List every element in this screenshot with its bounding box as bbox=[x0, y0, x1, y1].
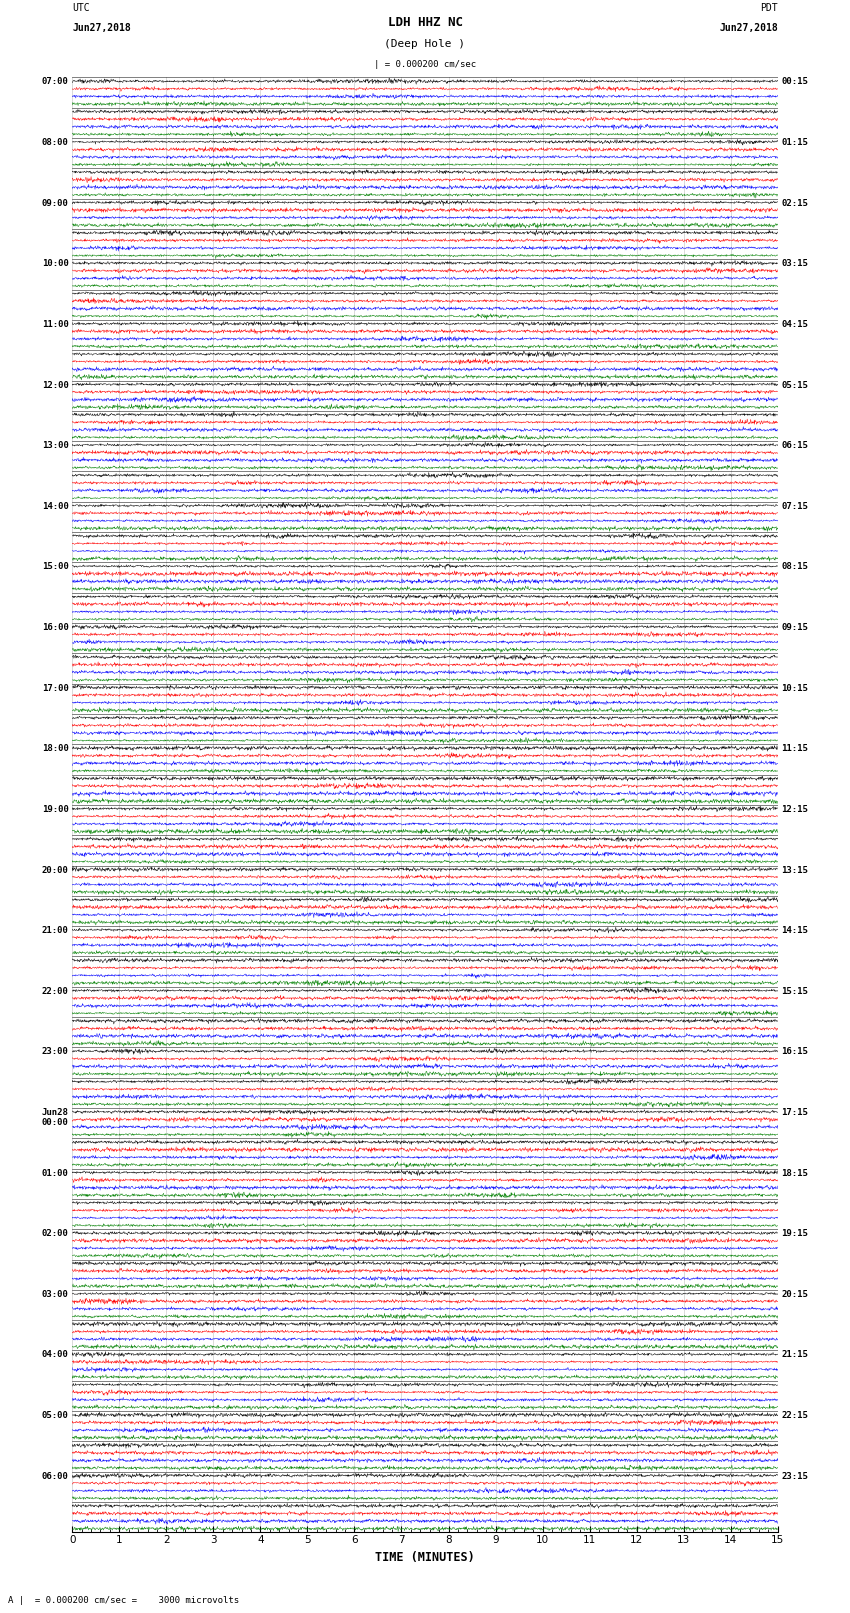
Text: 12:15: 12:15 bbox=[781, 805, 808, 815]
Text: 09:00: 09:00 bbox=[42, 198, 69, 208]
Text: 19:15: 19:15 bbox=[781, 1229, 808, 1239]
Text: 02:00: 02:00 bbox=[42, 1229, 69, 1239]
Text: 17:15: 17:15 bbox=[781, 1108, 808, 1116]
Text: 14:15: 14:15 bbox=[781, 926, 808, 936]
Text: 08:15: 08:15 bbox=[781, 563, 808, 571]
Text: 05:00: 05:00 bbox=[42, 1411, 69, 1419]
Text: UTC: UTC bbox=[72, 3, 90, 13]
Text: 03:00: 03:00 bbox=[42, 1290, 69, 1298]
Text: 00:15: 00:15 bbox=[781, 77, 808, 87]
Text: 01:15: 01:15 bbox=[781, 139, 808, 147]
Text: 11:15: 11:15 bbox=[781, 744, 808, 753]
Text: 10:15: 10:15 bbox=[781, 684, 808, 692]
Text: 09:15: 09:15 bbox=[781, 623, 808, 632]
Text: Jun28
00:00: Jun28 00:00 bbox=[42, 1108, 69, 1127]
Text: 21:00: 21:00 bbox=[42, 926, 69, 936]
Text: A |  = 0.000200 cm/sec =    3000 microvolts: A | = 0.000200 cm/sec = 3000 microvolts bbox=[8, 1595, 240, 1605]
Text: 21:15: 21:15 bbox=[781, 1350, 808, 1360]
Text: 17:00: 17:00 bbox=[42, 684, 69, 692]
Text: 16:00: 16:00 bbox=[42, 623, 69, 632]
Text: LDH HHZ NC: LDH HHZ NC bbox=[388, 16, 462, 29]
Text: 23:15: 23:15 bbox=[781, 1471, 808, 1481]
Text: 03:15: 03:15 bbox=[781, 260, 808, 268]
Text: 15:00: 15:00 bbox=[42, 563, 69, 571]
Text: 12:00: 12:00 bbox=[42, 381, 69, 389]
Text: 19:00: 19:00 bbox=[42, 805, 69, 815]
Text: 11:00: 11:00 bbox=[42, 319, 69, 329]
Text: 01:00: 01:00 bbox=[42, 1168, 69, 1177]
Text: 14:00: 14:00 bbox=[42, 502, 69, 511]
Text: 07:15: 07:15 bbox=[781, 502, 808, 511]
Text: 07:00: 07:00 bbox=[42, 77, 69, 87]
Text: PDT: PDT bbox=[760, 3, 778, 13]
Text: 20:00: 20:00 bbox=[42, 866, 69, 874]
Text: 04:15: 04:15 bbox=[781, 319, 808, 329]
X-axis label: TIME (MINUTES): TIME (MINUTES) bbox=[375, 1550, 475, 1563]
Text: 10:00: 10:00 bbox=[42, 260, 69, 268]
Text: 05:15: 05:15 bbox=[781, 381, 808, 389]
Text: (Deep Hole ): (Deep Hole ) bbox=[384, 39, 466, 48]
Text: 06:15: 06:15 bbox=[781, 440, 808, 450]
Text: Jun27,2018: Jun27,2018 bbox=[719, 23, 778, 32]
Text: 04:00: 04:00 bbox=[42, 1350, 69, 1360]
Text: 23:00: 23:00 bbox=[42, 1047, 69, 1057]
Text: 18:15: 18:15 bbox=[781, 1168, 808, 1177]
Text: 06:00: 06:00 bbox=[42, 1471, 69, 1481]
Text: | = 0.000200 cm/sec: | = 0.000200 cm/sec bbox=[374, 60, 476, 69]
Text: 13:00: 13:00 bbox=[42, 440, 69, 450]
Text: 13:15: 13:15 bbox=[781, 866, 808, 874]
Text: 20:15: 20:15 bbox=[781, 1290, 808, 1298]
Text: 22:15: 22:15 bbox=[781, 1411, 808, 1419]
Text: 22:00: 22:00 bbox=[42, 987, 69, 995]
Text: 18:00: 18:00 bbox=[42, 744, 69, 753]
Text: 08:00: 08:00 bbox=[42, 139, 69, 147]
Text: Jun27,2018: Jun27,2018 bbox=[72, 23, 131, 32]
Text: 16:15: 16:15 bbox=[781, 1047, 808, 1057]
Text: 02:15: 02:15 bbox=[781, 198, 808, 208]
Text: 15:15: 15:15 bbox=[781, 987, 808, 995]
